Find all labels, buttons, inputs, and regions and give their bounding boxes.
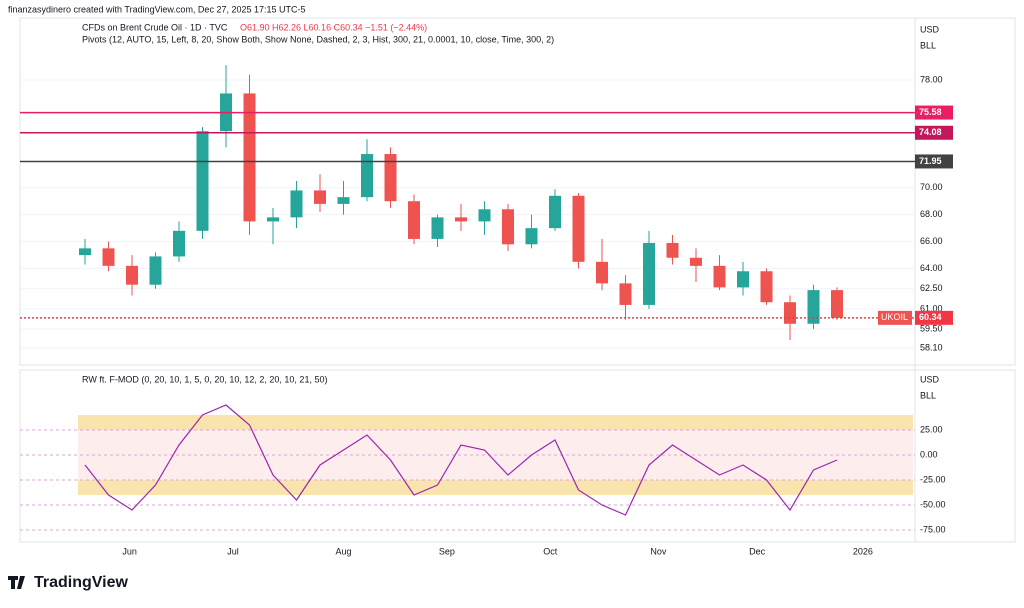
candle-body bbox=[337, 197, 350, 204]
candle-body bbox=[79, 248, 91, 256]
candle-body bbox=[666, 242, 679, 258]
candle-body bbox=[525, 228, 538, 245]
candle-body bbox=[831, 290, 843, 318]
price-tag bbox=[915, 310, 953, 325]
y-tick-label: 58.10 bbox=[920, 342, 943, 352]
candle-body bbox=[384, 154, 397, 202]
candle-body bbox=[290, 190, 303, 218]
candle-body bbox=[267, 217, 279, 222]
y-tick-label: 25.00 bbox=[920, 424, 943, 434]
candle-body bbox=[690, 257, 702, 266]
y-tick-label: 61.00 bbox=[920, 303, 943, 313]
candle-body bbox=[713, 265, 726, 288]
price-tag-label: 71.95 bbox=[919, 156, 942, 166]
oscillator-line bbox=[84, 404, 838, 516]
candle-body bbox=[760, 271, 773, 303]
x-tick-label: 2026 bbox=[853, 546, 873, 556]
y-tick-label: 0.00 bbox=[920, 449, 938, 459]
candle-body bbox=[243, 93, 256, 222]
y-tick-label: 68.00 bbox=[920, 209, 943, 219]
price-tag bbox=[915, 105, 953, 120]
y-tick-label: -75.00 bbox=[920, 524, 946, 534]
candle-body bbox=[807, 290, 820, 324]
x-tick-label: Dec bbox=[749, 546, 766, 556]
price-pane bbox=[19, 17, 1016, 366]
y-tick-label: 59.50 bbox=[920, 324, 943, 334]
quote: O61.90 H62.26 L60.16 C60.34 −1.51 (−2.44… bbox=[240, 22, 427, 32]
candle-body bbox=[619, 283, 632, 305]
candle-body bbox=[455, 217, 467, 222]
created-note: finanzasydinero created with TradingView… bbox=[8, 4, 306, 14]
y-tick-label: -50.00 bbox=[920, 499, 946, 509]
candle-body bbox=[361, 154, 373, 198]
symbol-title: CFDs on Brent Crude Oil · 1D · TVC bbox=[82, 22, 228, 32]
symbol-label: UKOIL bbox=[881, 312, 908, 322]
candle-body bbox=[596, 261, 608, 284]
price-tag-label: 75.58 bbox=[919, 107, 942, 117]
currency: USD bbox=[920, 374, 940, 384]
x-tick-label: Jun bbox=[122, 546, 137, 556]
candle-body bbox=[784, 302, 796, 324]
overbought-band bbox=[78, 415, 913, 430]
y-tick-label: 70.00 bbox=[920, 182, 943, 192]
candle-body bbox=[572, 195, 585, 262]
candle-body bbox=[196, 131, 209, 231]
candle-body bbox=[314, 190, 326, 204]
currency: USD bbox=[920, 24, 940, 34]
candle-body bbox=[126, 265, 138, 285]
y-tick-label: 64.00 bbox=[920, 263, 943, 273]
x-tick-label: Jul bbox=[227, 546, 239, 556]
candle-body bbox=[431, 217, 444, 239]
candle-body bbox=[478, 209, 491, 222]
unit: BLL bbox=[920, 40, 936, 50]
logo-icon bbox=[8, 576, 25, 589]
y-tick-label: 78.00 bbox=[920, 74, 943, 84]
indicator-title: RW ft. F-MOD (0, 20, 10, 1, 5, 0, 20, 10… bbox=[82, 374, 327, 384]
candle-body bbox=[549, 195, 561, 229]
price-tag bbox=[915, 154, 953, 169]
unit: BLL bbox=[920, 390, 936, 400]
y-tick-label: -25.00 bbox=[920, 474, 946, 484]
candle-body bbox=[737, 271, 749, 288]
y-tick-label: 62.50 bbox=[920, 283, 943, 293]
pivots-legend: Pivots (12, AUTO, 15, Left, 8, 20, Show … bbox=[82, 34, 554, 44]
price-tag-label: 60.34 bbox=[919, 312, 942, 322]
candle-body bbox=[173, 230, 185, 257]
oversold-band bbox=[78, 480, 913, 495]
x-tick-label: Nov bbox=[650, 546, 667, 556]
logo: TradingView bbox=[34, 574, 129, 591]
y-tick-label: 66.00 bbox=[920, 236, 943, 246]
symbol-tag bbox=[878, 310, 912, 325]
candle-body bbox=[102, 248, 115, 266]
indicator-pane bbox=[19, 369, 1016, 543]
price-tag-label: 74.08 bbox=[919, 127, 942, 137]
candle-body bbox=[149, 256, 162, 285]
x-tick-label: Oct bbox=[543, 546, 558, 556]
price-tag bbox=[915, 125, 953, 140]
x-tick-label: Sep bbox=[439, 546, 455, 556]
candle-body bbox=[643, 242, 655, 305]
x-tick-label: Aug bbox=[335, 546, 351, 556]
candle-body bbox=[502, 209, 514, 245]
candle-body bbox=[408, 201, 420, 239]
